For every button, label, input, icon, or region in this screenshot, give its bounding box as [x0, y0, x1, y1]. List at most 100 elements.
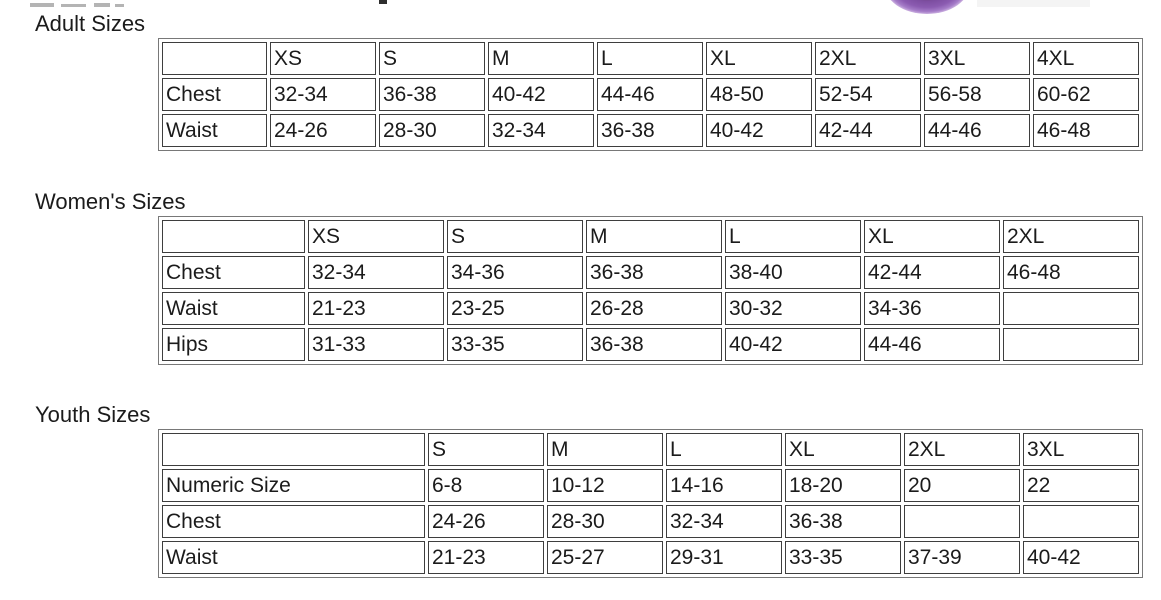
cropped-image-patch [977, 0, 1090, 7]
measurement-cell: 28-30 [547, 505, 663, 538]
row-label-cell: Chest [162, 256, 305, 289]
measurement-cell: 20 [904, 469, 1020, 502]
measurement-cell: 23-25 [447, 292, 583, 325]
measurement-cell: 24-26 [270, 114, 376, 147]
size-header-cell: S [428, 433, 544, 466]
measurement-cell [904, 505, 1020, 538]
measurement-cell: 34-36 [864, 292, 1000, 325]
purple-circle-logo-icon [884, 0, 970, 14]
table-row: Waist 21-23 23-25 26-28 30-32 34-36 [162, 292, 1139, 325]
measurement-cell: 33-35 [785, 541, 901, 574]
row-label-cell: Numeric Size [162, 469, 425, 502]
size-header-cell: 2XL [904, 433, 1020, 466]
size-header-cell: S [379, 42, 485, 75]
measurement-cell: 29-31 [666, 541, 782, 574]
cropped-logo [884, 0, 970, 14]
cropped-text-remnant [30, 3, 54, 7]
measurement-cell: 6-8 [428, 469, 544, 502]
row-label-cell: Hips [162, 328, 305, 361]
size-header-cell: S [447, 220, 583, 253]
cropped-text-remnant [61, 4, 86, 7]
measurement-cell: 60-62 [1033, 78, 1139, 111]
measurement-cell: 32-34 [270, 78, 376, 111]
table-row: Chest 32-34 36-38 40-42 44-46 48-50 52-54 56-58… [162, 78, 1139, 111]
measurement-cell: 33-35 [447, 328, 583, 361]
measurement-cell: 46-48 [1003, 256, 1139, 289]
measurement-cell: 40-42 [488, 78, 594, 111]
header-row: XS S M L XL 2XL 3XL 4XL [162, 42, 1139, 75]
size-header-cell: XL [864, 220, 1000, 253]
measurement-cell: 21-23 [308, 292, 444, 325]
row-label-cell: Chest [162, 78, 267, 111]
measurement-cell: 48-50 [706, 78, 812, 111]
header-row: XS S M L XL 2XL [162, 220, 1139, 253]
row-label-cell: Waist [162, 292, 305, 325]
measurement-cell: 42-44 [864, 256, 1000, 289]
measurement-cell: 28-30 [379, 114, 485, 147]
measurement-cell [1023, 505, 1139, 538]
measurement-cell: 24-26 [428, 505, 544, 538]
measurement-cell: 21-23 [428, 541, 544, 574]
cropped-letter-descender [379, 0, 387, 4]
row-label-cell: Chest [162, 505, 425, 538]
cropped-text-remnant [115, 4, 124, 7]
size-header-cell: XL [706, 42, 812, 75]
table-row: Chest 32-34 34-36 36-38 38-40 42-44 46-48 [162, 256, 1139, 289]
measurement-cell: 40-42 [725, 328, 861, 361]
row-label-cell: Waist [162, 114, 267, 147]
adult-sizes-title: Adult Sizes [35, 11, 146, 36]
measurement-cell: 32-34 [666, 505, 782, 538]
size-header-cell: XS [270, 42, 376, 75]
corner-cell [162, 42, 267, 75]
measurement-cell: 36-38 [785, 505, 901, 538]
youth-sizes-title: Youth Sizes [35, 402, 151, 427]
measurement-cell: 36-38 [586, 256, 722, 289]
size-header-cell: 3XL [924, 42, 1030, 75]
size-header-cell: 2XL [815, 42, 921, 75]
measurement-cell: 38-40 [725, 256, 861, 289]
size-header-cell: 2XL [1003, 220, 1139, 253]
size-header-cell: XS [308, 220, 444, 253]
measurement-cell: 40-42 [706, 114, 812, 147]
measurement-cell: 44-46 [864, 328, 1000, 361]
row-label-cell: Waist [162, 541, 425, 574]
measurement-cell: 32-34 [308, 256, 444, 289]
womens-sizes-table: XS S M L XL 2XL Chest 32-34 34-36 36-38 38-40 42-44… [158, 216, 1143, 365]
table-row: Numeric Size 6-8 10-12 14-16 18-20 20 22 [162, 469, 1139, 502]
size-header-cell: L [597, 42, 703, 75]
measurement-cell: 18-20 [785, 469, 901, 502]
measurement-cell: 10-12 [547, 469, 663, 502]
size-header-cell: L [725, 220, 861, 253]
table-row: Hips 31-33 33-35 36-38 40-42 44-46 [162, 328, 1139, 361]
measurement-cell: 40-42 [1023, 541, 1139, 574]
table-row: Waist 21-23 25-27 29-31 33-35 37-39 40-42 [162, 541, 1139, 574]
measurement-cell: 46-48 [1033, 114, 1139, 147]
measurement-cell: 25-27 [547, 541, 663, 574]
size-header-cell: M [488, 42, 594, 75]
measurement-cell: 30-32 [725, 292, 861, 325]
corner-cell [162, 220, 305, 253]
womens-sizes-title: Women's Sizes [35, 189, 186, 214]
youth-sizes-table: S M L XL 2XL 3XL Numeric Size 6-8 10-12 14-16 18-2… [158, 429, 1143, 578]
measurement-cell: 22 [1023, 469, 1139, 502]
measurement-cell: 36-38 [597, 114, 703, 147]
measurement-cell: 32-34 [488, 114, 594, 147]
measurement-cell: 31-33 [308, 328, 444, 361]
measurement-cell [1003, 292, 1139, 325]
size-header-cell: M [586, 220, 722, 253]
measurement-cell: 26-28 [586, 292, 722, 325]
size-header-cell: 4XL [1033, 42, 1139, 75]
header-row: S M L XL 2XL 3XL [162, 433, 1139, 466]
measurement-cell: 42-44 [815, 114, 921, 147]
measurement-cell [1003, 328, 1139, 361]
size-header-cell: M [547, 433, 663, 466]
size-header-cell: L [666, 433, 782, 466]
adult-sizes-table: XS S M L XL 2XL 3XL 4XL Chest 32-34 36-38 40-42 44-4… [158, 38, 1143, 151]
measurement-cell: 44-46 [924, 114, 1030, 147]
size-header-cell: XL [785, 433, 901, 466]
measurement-cell: 37-39 [904, 541, 1020, 574]
size-header-cell: 3XL [1023, 433, 1139, 466]
cropped-text-remnant [94, 3, 110, 7]
measurement-cell: 36-38 [379, 78, 485, 111]
measurement-cell: 44-46 [597, 78, 703, 111]
